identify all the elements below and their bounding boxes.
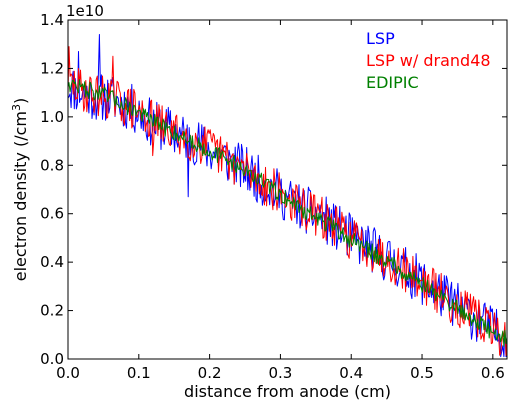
legend-label-lsp-drand48: LSP w/ drand48 xyxy=(366,51,491,70)
series-line-1 xyxy=(67,46,508,356)
plot-frame xyxy=(67,19,508,360)
x-tick-label: 0.0 xyxy=(56,364,80,382)
y-axis-title: electron density (/cm3) xyxy=(10,98,30,281)
series-layer xyxy=(67,34,508,358)
x-tick-label: 0.4 xyxy=(339,364,363,382)
series-line-2 xyxy=(67,79,508,347)
legend: LSP LSP w/ drand48 EDIPIC xyxy=(366,29,491,92)
tick-labels-layer: 0.0 0.1 0.2 0.3 0.4 0.5 0.6 0.0 0.2 0.4 0.6 0.8 1.0 1… xyxy=(40,11,505,382)
y-tick-label: 0.6 xyxy=(40,205,64,223)
y-tick-label: 0.0 xyxy=(40,350,64,368)
x-axis-title: distance from anode (cm) xyxy=(184,382,391,401)
x-tick-label: 0.6 xyxy=(481,364,505,382)
y-tick-label: 1.0 xyxy=(40,108,64,126)
y-axis-title-sup: 3 xyxy=(10,104,23,111)
y-offset-label: 1e10 xyxy=(66,2,104,20)
legend-label-lsp: LSP xyxy=(366,29,395,48)
legend-label-edipic: EDIPIC xyxy=(366,73,419,92)
y-tick-label: 0.2 xyxy=(40,302,64,320)
y-tick-label: 0.4 xyxy=(40,253,64,271)
series-line-0 xyxy=(67,34,508,358)
y-tick-label: 1.4 xyxy=(40,11,64,29)
x-tick-label: 0.1 xyxy=(127,364,151,382)
y-tick-label: 0.8 xyxy=(40,156,64,174)
y-tick-label: 1.2 xyxy=(40,59,64,77)
x-tick-label: 0.5 xyxy=(410,364,434,382)
ticks-layer xyxy=(67,19,507,360)
y-axis-title-main: electron density (/cm xyxy=(11,111,30,281)
x-tick-label: 0.2 xyxy=(198,364,222,382)
y-axis-title-end: ) xyxy=(11,98,30,104)
x-tick-label: 0.3 xyxy=(268,364,292,382)
